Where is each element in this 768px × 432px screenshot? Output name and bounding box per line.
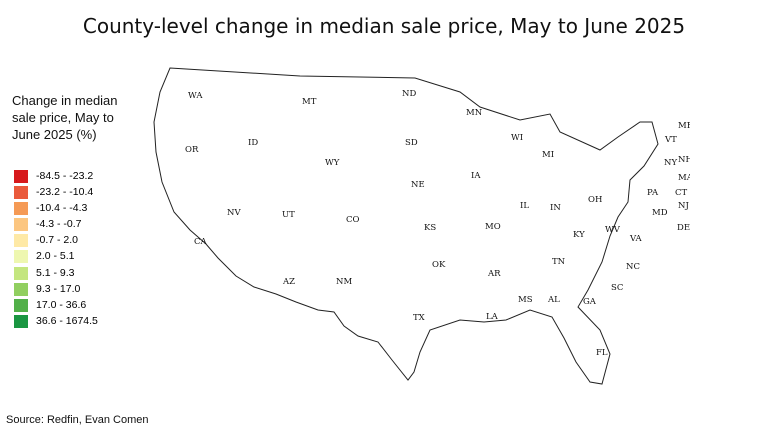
- legend-swatch: [14, 298, 28, 312]
- legend-label: 17.0 - 36.6: [36, 298, 87, 311]
- state-label-nd: ND: [402, 89, 416, 99]
- state-label-ca: CA: [194, 237, 208, 247]
- legend-label: 36.6 - 1674.5: [36, 314, 98, 327]
- legend-swatch: [14, 266, 28, 280]
- state-label-md: MD: [652, 208, 668, 218]
- state-label-fl: FL: [596, 348, 608, 358]
- state-label-az: AZ: [282, 277, 295, 287]
- state-label-al: AL: [547, 295, 560, 305]
- legend-label: 2.0 - 5.1: [36, 250, 75, 263]
- state-label-wy: WY: [325, 158, 340, 168]
- legend-swatch: [14, 218, 28, 232]
- state-label-nv: NV: [227, 208, 241, 218]
- state-label-ut: UT: [282, 210, 295, 220]
- state-label-nj: NJ: [678, 201, 689, 211]
- state-label-wv: WV: [605, 225, 621, 235]
- state-label-ga: GA: [583, 297, 597, 307]
- legend-swatch: [14, 234, 28, 248]
- state-label-or: OR: [185, 145, 199, 155]
- state-label-oh: OH: [588, 195, 602, 205]
- us-county-map: WA OR CA NV ID MT WY UT AZ CO NM ND SD NE KS OK TX MN IA MO…: [153, 67, 690, 385]
- state-label-tn: TN: [552, 257, 566, 267]
- state-label-ky: KY: [573, 230, 585, 240]
- legend-label: 9.3 - 17.0: [36, 282, 81, 295]
- state-label-ok: OK: [432, 260, 446, 270]
- legend-swatch: [14, 186, 28, 200]
- legend-label: -23.2 - -10.4: [36, 186, 94, 199]
- state-label-nc: NC: [626, 262, 640, 272]
- state-label-nm: NM: [336, 277, 352, 287]
- state-label-wi: WI: [511, 133, 523, 143]
- state-label-mt: MT: [302, 97, 317, 107]
- state-label-id: ID: [248, 138, 258, 148]
- legend-label: -4.3 - -0.7: [36, 218, 82, 231]
- state-label-la: LA: [486, 312, 499, 322]
- state-label-ny: NY: [664, 158, 677, 168]
- state-label-mn: MN: [466, 108, 483, 118]
- state-label-tx: TX: [413, 313, 426, 323]
- state-label-ma: MA: [678, 173, 690, 183]
- state-label-de: DE: [677, 223, 690, 233]
- legend-swatch: [14, 170, 28, 183]
- legend-title: Change in median sale price, May to June…: [12, 93, 118, 142]
- state-label-ia: IA: [471, 171, 481, 181]
- state-label-mi: MI: [542, 150, 554, 160]
- state-label-ne: NE: [411, 180, 425, 190]
- state-label-sd: SD: [405, 138, 418, 148]
- state-label-ct: CT: [675, 188, 688, 198]
- state-label-va: VA: [629, 234, 643, 244]
- legend-swatch: [14, 314, 28, 328]
- state-label-ks: KS: [424, 223, 436, 233]
- legend-label: 5.1 - 9.3: [36, 266, 75, 279]
- state-label-vt: VT: [664, 135, 677, 145]
- state-label-co: CO: [346, 215, 360, 225]
- state-label-in: IN: [550, 203, 561, 213]
- state-label-me: ME: [678, 121, 690, 131]
- state-label-wa: WA: [188, 91, 203, 101]
- state-label-nh: NH: [678, 155, 690, 165]
- legend-label: -84.5 - -23.2: [36, 170, 94, 182]
- state-label-pa: PA: [647, 188, 659, 198]
- legend-label: -10.4 - -4.3: [36, 202, 88, 215]
- us-outline: [153, 67, 659, 385]
- state-label-il: IL: [520, 201, 529, 211]
- legend-label: -0.7 - 2.0: [36, 234, 79, 247]
- state-label-sc: SC: [611, 283, 623, 293]
- state-label-mo: MO: [485, 222, 501, 232]
- state-label-ms: MS: [518, 295, 533, 305]
- legend-swatch: [14, 282, 28, 296]
- state-label-ar: AR: [487, 269, 501, 279]
- legend-swatch: [14, 250, 28, 264]
- map-title: County-level change in median sale price…: [82, 14, 686, 38]
- legend-swatch: [14, 202, 28, 216]
- source-note: Source: Redfin, Evan Comen: [6, 414, 149, 426]
